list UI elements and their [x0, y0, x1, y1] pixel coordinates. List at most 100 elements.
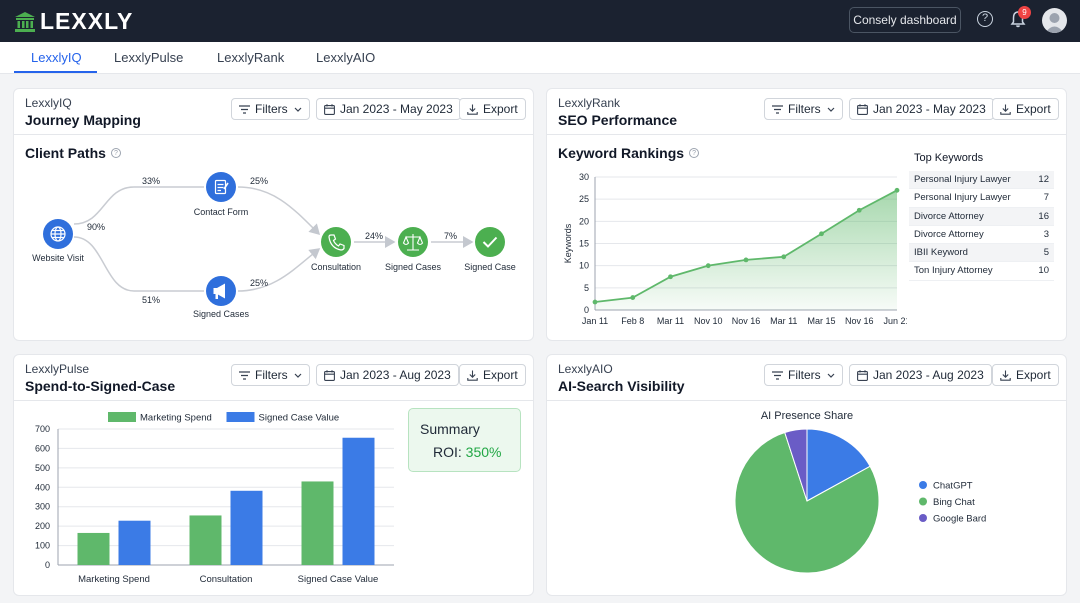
bar[interactable]	[230, 490, 263, 565]
data-point[interactable]	[856, 207, 862, 213]
card-title: AI-Search Visibility	[558, 378, 685, 394]
journey-mapping-card: LexxlyIQ Journey Mapping Filters Jan 202…	[13, 88, 534, 341]
y-axis-label: Keywords	[563, 223, 573, 263]
courthouse-icon	[15, 11, 35, 32]
card-kicker: LexxlyRank	[558, 96, 621, 110]
filters-label: Filters	[255, 102, 288, 116]
bar[interactable]	[77, 532, 110, 565]
keyword-name: Divorce Attorney	[914, 210, 984, 222]
legend-label: Bing Chat	[933, 497, 975, 508]
data-point[interactable]	[705, 263, 711, 269]
tab-lexxlypulse[interactable]: LexxlyPulse	[114, 50, 184, 65]
node-signed-cases-top[interactable]	[206, 276, 236, 306]
edge-contact-consult	[237, 186, 321, 236]
section-title: Client Paths?	[25, 145, 121, 161]
active-tab-indicator	[14, 71, 97, 73]
data-point[interactable]	[630, 295, 636, 300]
tab-lexxlyiq[interactable]: LexxlyIQ	[31, 50, 82, 65]
x-tick-label: Nov 16	[732, 316, 761, 326]
chevron-down-icon	[294, 107, 302, 112]
bar[interactable]	[189, 515, 222, 565]
top-keywords-title: Top Keywords	[914, 152, 984, 164]
y-tick-label: 25	[579, 194, 589, 204]
series-area	[595, 190, 897, 310]
info-icon[interactable]: ?	[110, 148, 121, 158]
tab-lexxlyrank[interactable]: LexxlyRank	[217, 50, 285, 65]
y-tick-label: 15	[579, 239, 589, 249]
card-header: LexxlyAIO AI-Search Visibility Filters J…	[547, 355, 1066, 401]
filters-label: Filters	[788, 102, 821, 116]
node-signed-case[interactable]	[475, 227, 505, 257]
filter-icon	[772, 104, 783, 114]
pie-slice[interactable]	[734, 431, 880, 574]
node-consultation[interactable]	[321, 227, 351, 257]
export-button[interactable]: Export	[459, 364, 526, 386]
data-point[interactable]	[894, 187, 900, 193]
y-tick-label: 100	[35, 541, 50, 551]
date-range-picker[interactable]: Jan 2023 - May 2023	[849, 98, 994, 120]
bar[interactable]	[301, 481, 334, 565]
date-range-picker[interactable]: Jan 2023 - May 2023	[316, 98, 461, 120]
keyword-row[interactable]: Divorce Attorney 16	[909, 207, 1054, 226]
avatar[interactable]	[1042, 8, 1067, 33]
pie-slice[interactable]	[806, 428, 871, 502]
filters-dropdown[interactable]: Filters	[231, 364, 310, 386]
legend-swatch	[919, 497, 927, 506]
dashboard-button[interactable]: Consely dashboard	[849, 7, 961, 33]
filters-dropdown[interactable]: Filters	[231, 98, 310, 120]
legend-swatch	[108, 412, 136, 422]
data-point[interactable]	[668, 274, 673, 280]
date-range-label: Jan 2023 - Aug 2023	[873, 368, 984, 382]
data-point[interactable]	[819, 231, 824, 237]
export-button[interactable]: Export	[992, 98, 1059, 120]
help-icon[interactable]: ?	[977, 11, 993, 27]
bar[interactable]	[342, 437, 375, 565]
summary-box: Summary ROI: 350%	[408, 408, 521, 472]
ai-presence-pie-chart: AI Presence Share ChatGPT Bing Chat Google …	[734, 410, 986, 574]
data-point[interactable]	[592, 299, 598, 305]
y-tick-label: 20	[579, 216, 589, 226]
node-contact-form[interactable]	[206, 172, 236, 202]
data-point[interactable]	[781, 254, 787, 260]
y-tick-label: 400	[35, 482, 50, 492]
download-icon	[1000, 104, 1011, 115]
export-button[interactable]: Export	[459, 98, 526, 120]
card-title: Spend-to-Signed-Case	[25, 378, 176, 394]
chevron-down-icon	[294, 373, 302, 378]
export-button[interactable]: Export	[992, 364, 1059, 386]
logo[interactable]: LEXXLY	[14, 8, 133, 35]
bar[interactable]	[118, 520, 151, 565]
y-tick-label: 300	[35, 502, 50, 512]
calendar-icon	[857, 369, 868, 381]
y-tick-label: 0	[584, 305, 589, 315]
x-tick-label: Signed Case Value	[298, 574, 379, 585]
keyword-row[interactable]: Ton Injury Attorney 10	[909, 262, 1054, 281]
date-range-picker[interactable]: Jan 2023 - Aug 2023	[316, 364, 459, 386]
x-tick-label: Nov 10	[694, 316, 723, 326]
data-point[interactable]	[743, 257, 749, 263]
card-header: LexxlyIQ Journey Mapping Filters Jan 202…	[14, 89, 533, 135]
keyword-row[interactable]: Divorce Attorney 3	[909, 226, 1054, 245]
date-range-label: Jan 2023 - May 2023	[340, 102, 453, 116]
megaphone-icon	[213, 283, 225, 299]
filters-label: Filters	[788, 368, 821, 382]
node-website-visit[interactable]	[43, 219, 73, 249]
form-icon	[214, 179, 229, 195]
pie-slice[interactable]	[784, 428, 808, 502]
date-range-picker[interactable]: Jan 2023 - Aug 2023	[849, 364, 992, 386]
edge-label: 90%	[87, 222, 105, 232]
x-tick-label: Mar 11	[657, 316, 684, 326]
tab-lexxlyaio[interactable]: LexxlyAIO	[316, 50, 376, 65]
filters-dropdown[interactable]: Filters	[764, 364, 843, 386]
pie-title: AI Presence Share	[761, 410, 853, 422]
keyword-row[interactable]: IBII Keyword 5	[909, 244, 1054, 263]
y-tick-label: 10	[579, 261, 589, 271]
node-signed-cases-mid[interactable]	[398, 227, 428, 257]
y-tick-label: 600	[35, 443, 50, 453]
keyword-row[interactable]: Personal Injury Lawyer 12	[909, 171, 1054, 190]
filters-dropdown[interactable]: Filters	[764, 98, 843, 120]
section-title-text: Client Paths	[25, 145, 106, 161]
keyword-row[interactable]: Personal Injury Lawyer 7	[909, 189, 1054, 208]
info-icon[interactable]: ?	[689, 148, 700, 158]
section-title-text: Keyword Rankings	[558, 145, 685, 161]
